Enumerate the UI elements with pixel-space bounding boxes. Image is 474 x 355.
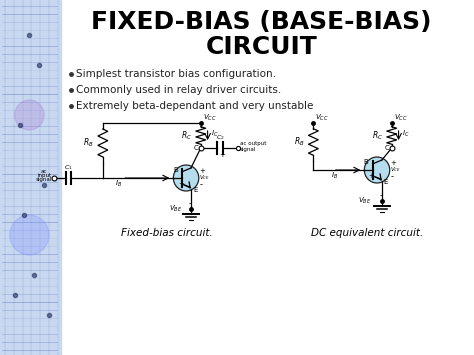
Text: -: - (380, 191, 383, 200)
Text: Commonly used in relay driver circuits.: Commonly used in relay driver circuits. (76, 85, 282, 95)
Text: $V_{CC}$: $V_{CC}$ (203, 113, 216, 123)
Text: C: C (194, 145, 199, 151)
Text: -: - (200, 180, 203, 189)
Text: +: + (178, 181, 184, 187)
Text: input: input (37, 173, 51, 178)
Text: Fixed-bias circuit.: Fixed-bias circuit. (120, 228, 212, 238)
Text: C: C (385, 145, 390, 151)
Text: +: + (200, 168, 206, 174)
Text: $V_{CE}$: $V_{CE}$ (199, 173, 210, 182)
Text: CIRCUIT: CIRCUIT (206, 35, 317, 59)
Text: $R_B$: $R_B$ (83, 137, 94, 149)
Text: $C_2$: $C_2$ (216, 133, 225, 142)
Text: Extremely beta-dependant and very unstable: Extremely beta-dependant and very unstab… (76, 101, 314, 111)
Text: E: E (193, 187, 197, 193)
Text: $I_C$: $I_C$ (401, 129, 409, 139)
Circle shape (365, 157, 390, 183)
Text: $R_C$: $R_C$ (372, 129, 383, 142)
Text: FIXED-BIAS (BASE-BIAS): FIXED-BIAS (BASE-BIAS) (91, 10, 432, 34)
Text: signal: signal (240, 147, 256, 152)
Text: Simplest transistor bias configuration.: Simplest transistor bias configuration. (76, 69, 276, 79)
Text: $V_{CC}$: $V_{CC}$ (315, 113, 329, 123)
Circle shape (173, 165, 199, 191)
Text: ac: ac (41, 169, 47, 174)
Text: +: + (219, 152, 225, 158)
Text: $I_B$: $I_B$ (331, 171, 338, 181)
Text: B: B (173, 167, 178, 173)
Text: signal: signal (36, 177, 52, 182)
Text: $R_C$: $R_C$ (181, 129, 192, 142)
Text: +: + (391, 160, 397, 166)
Text: E: E (384, 179, 388, 185)
Circle shape (10, 215, 49, 255)
Text: $C_1$: $C_1$ (64, 163, 73, 172)
Text: $R_B$: $R_B$ (294, 136, 305, 148)
Text: -: - (189, 199, 192, 208)
Text: $V_{CC}$: $V_{CC}$ (394, 113, 407, 123)
Text: $V_{BE}$: $V_{BE}$ (169, 204, 182, 214)
Text: $V_{BE}$: $V_{BE}$ (358, 196, 371, 206)
Text: DC equivalent circuit.: DC equivalent circuit. (311, 228, 423, 238)
Text: B: B (363, 159, 368, 165)
Text: ac output: ac output (240, 141, 266, 146)
Circle shape (15, 100, 44, 130)
Text: +: + (368, 173, 374, 179)
Text: -: - (391, 172, 394, 181)
Bar (0, 0, 61, 355)
Text: $I_B$: $I_B$ (115, 179, 122, 189)
Text: $I_C$: $I_C$ (210, 129, 218, 139)
Text: $V_{CE}$: $V_{CE}$ (390, 165, 401, 174)
